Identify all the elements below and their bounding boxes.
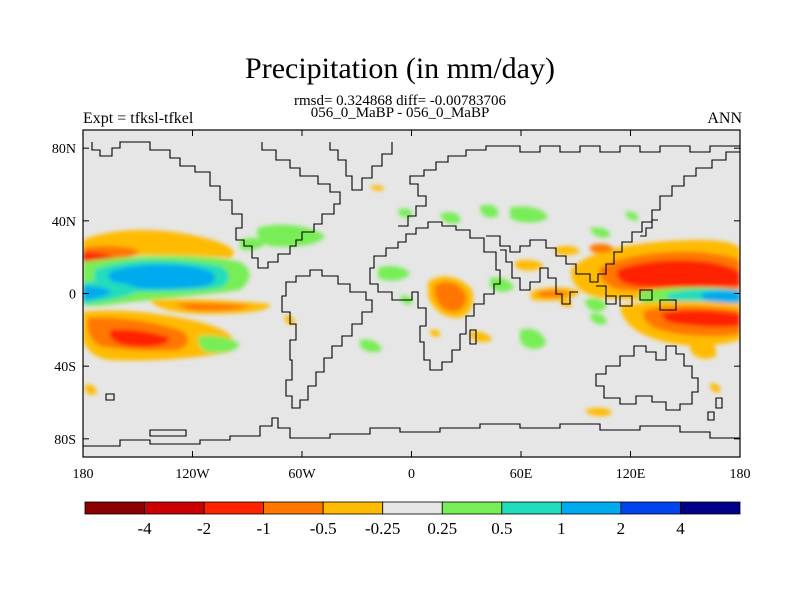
colorbar-label: 2 xyxy=(617,519,626,538)
colorbar-swatch xyxy=(382,501,443,515)
madagascar-coast xyxy=(469,329,477,345)
west-pacific-anomaly xyxy=(83,224,325,395)
japan-coast xyxy=(640,219,658,237)
colorbar-label: 4 xyxy=(676,519,685,538)
colorbar-label: -4 xyxy=(137,519,152,538)
plot-title: Precipitation (in mm/day) xyxy=(245,52,555,85)
colorbar-swatch xyxy=(680,501,741,515)
colorbar-swatch xyxy=(84,501,145,515)
colorbar-swatch xyxy=(322,501,384,515)
colorbar-label: 0.25 xyxy=(427,519,457,538)
greenland-coast xyxy=(329,142,393,191)
colorbar-swatch xyxy=(620,501,681,515)
season-label: ANN xyxy=(707,110,742,127)
lon-tick-label: 180 xyxy=(73,467,94,482)
arabia-india-coast xyxy=(500,249,578,305)
lat-tick-label: 80S xyxy=(54,433,76,448)
colorbar-swatch xyxy=(501,501,562,515)
stats-line: rmsd= 0.324868 diff= -0.00783706 xyxy=(293,93,507,109)
north-america-coast xyxy=(91,141,341,269)
colorbar-swatch xyxy=(144,501,205,515)
lat-tick-label: 80N xyxy=(52,142,76,157)
case-line: 056_0_MaBP - 056_0_MaBP xyxy=(310,105,490,121)
lat-tick-label: 40S xyxy=(54,360,76,375)
maritime-continent-coast xyxy=(596,285,677,311)
coastlines xyxy=(83,141,740,447)
lon-tick-label: 120E xyxy=(616,467,646,482)
colorbar-label: 0.5 xyxy=(491,519,512,538)
lon-tick-label: 180 xyxy=(730,467,751,482)
small-island-coast xyxy=(105,393,115,401)
lon-tick-label: 120W xyxy=(175,467,210,482)
colorbar-swatch xyxy=(560,501,622,515)
colorbar-label: 1 xyxy=(557,519,566,538)
antarctica-coast xyxy=(83,417,740,447)
lon-tick-label: 60W xyxy=(288,467,316,482)
australia-coast xyxy=(595,345,699,411)
lon-tick-label: 0 xyxy=(408,467,415,482)
lon-tick-label: 60E xyxy=(510,467,533,482)
eurasia-coast xyxy=(398,145,740,227)
asia-coast xyxy=(486,151,740,283)
colorbar-label: -1 xyxy=(257,519,271,538)
europe-africa-coast xyxy=(369,221,501,371)
colorbar: -4 -2 -1 -0.5 -0.25 0.25 0.5 1 2 4 xyxy=(84,501,741,538)
precip-anomaly-field xyxy=(83,185,740,417)
indo-pacific-anomaly xyxy=(515,211,740,417)
colorbar-label: -2 xyxy=(197,519,211,538)
colorbar-swatch xyxy=(203,501,265,515)
ross-island-coast xyxy=(149,429,187,437)
south-america-coast xyxy=(281,269,373,409)
map-axes: 180 120W 60W 0 60E 120E 180 80N 40N 0 40S 80S xyxy=(52,130,751,482)
atlantic-africa-anomaly xyxy=(284,185,548,353)
new-zealand-coast xyxy=(707,397,723,421)
colorbar-label: -0.25 xyxy=(365,519,400,538)
colorbar-label: -0.5 xyxy=(310,519,337,538)
lat-tick-label: 0 xyxy=(69,288,76,303)
colorbar-swatch xyxy=(441,501,503,515)
lat-tick-label: 40N xyxy=(52,215,76,230)
experiment-label: Expt = tfksl-tfkel xyxy=(83,110,194,127)
colorbar-swatch xyxy=(263,501,324,515)
